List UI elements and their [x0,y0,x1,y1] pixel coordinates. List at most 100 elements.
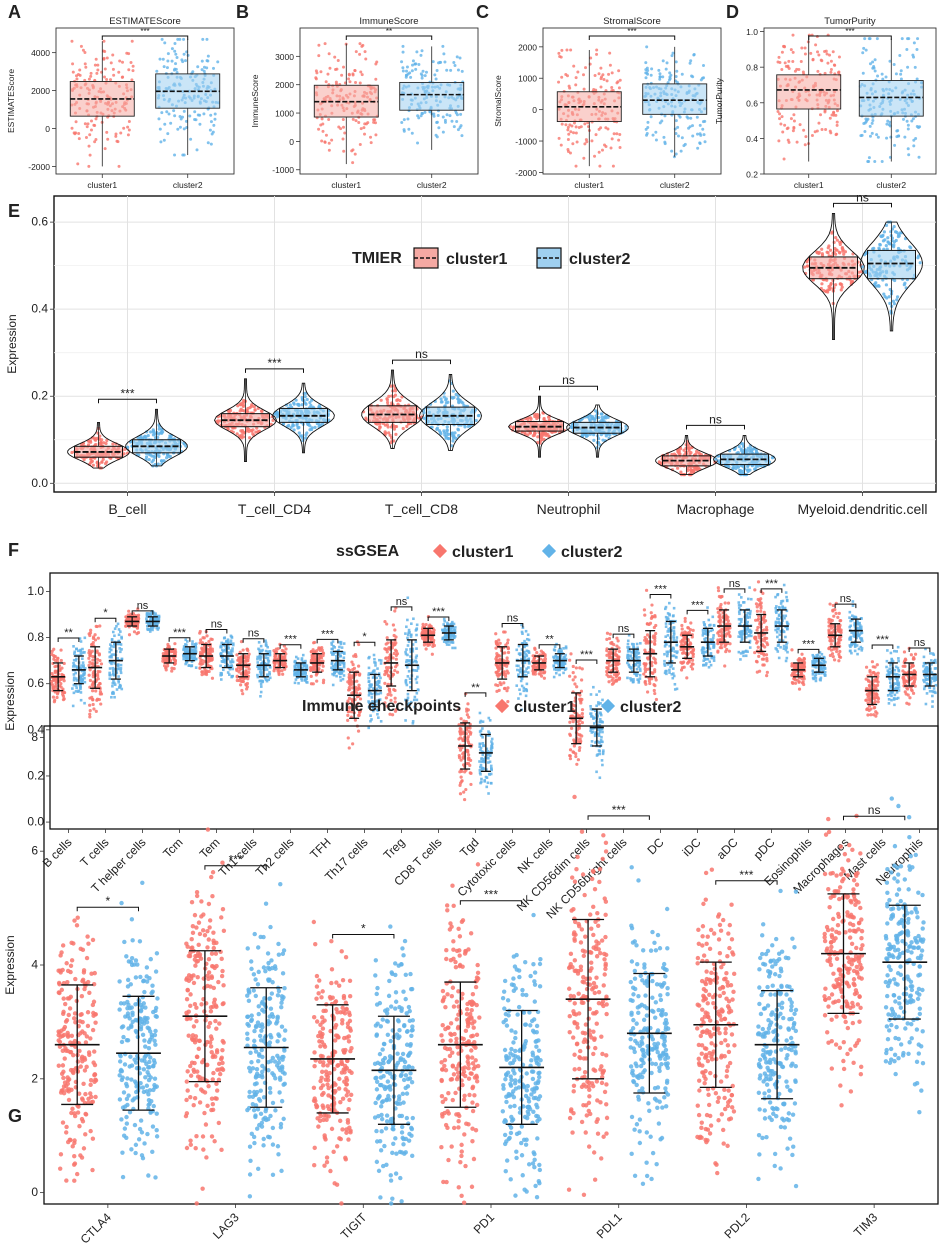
data-point [820,247,824,251]
data-point [342,125,346,129]
data-point [843,250,847,254]
data-point [292,402,296,406]
data-point [211,66,215,70]
data-point [148,627,151,631]
data-point [102,441,106,445]
data-point [567,84,571,88]
data-point [896,129,900,133]
data-point [193,118,197,122]
data-point [200,59,204,63]
data-point [103,67,107,71]
data-point [420,76,424,80]
data-point [193,655,196,659]
data-point [73,650,77,654]
data-point [833,283,838,287]
data-point [220,645,223,649]
data-point [209,120,213,124]
data-point [273,654,277,658]
data-point [130,39,134,43]
data-point [161,57,165,61]
x-tick-label: T_cell_CD4 [238,501,311,517]
data-point [898,54,902,58]
data-point [792,119,796,123]
box [399,81,465,111]
legend-key [432,543,448,559]
data-point [111,692,114,695]
data-point [779,122,783,126]
data-point [880,160,884,164]
data-point [342,149,346,153]
data-point [88,703,92,707]
significance-label: ** [386,27,392,36]
data-point [455,119,459,123]
data-point [410,131,414,135]
data-point [824,289,828,294]
data-point [265,668,269,671]
data-point [841,249,845,253]
data-point [302,399,306,403]
data-point [805,264,810,268]
data-point [75,74,79,78]
data-point [861,51,865,55]
data-point [591,416,595,420]
data-point [78,73,82,77]
data-point [87,663,91,667]
data-point [83,62,87,66]
significance-label: *** [321,628,335,640]
data-point [374,62,378,66]
data-point [435,69,439,73]
data-point [776,60,780,64]
data-point [108,650,111,654]
data-point [901,117,905,121]
data-point [309,403,313,408]
significance-label: ns [248,628,260,640]
data-point [165,649,169,653]
data-point [617,138,621,142]
data-point [825,250,829,254]
data-point [223,636,227,640]
data-point [835,132,839,136]
data-point [164,666,168,670]
data-point [348,80,352,84]
data-point [288,403,292,407]
data-point [96,672,100,676]
data-point [89,628,93,632]
data-point [456,427,460,431]
data-point [216,419,220,423]
data-point [566,125,570,129]
data-point [257,641,261,644]
data-point [838,240,842,244]
data-point [199,638,203,642]
data-point [900,37,904,41]
data-point [446,400,450,404]
panel-letter: A [8,2,21,22]
data-point [912,41,916,45]
data-point [54,680,58,684]
data-point [820,128,824,132]
x-tick-label: Myeloid.dendritic.cell [798,501,928,517]
significance-label: *** [627,27,636,36]
data-point [259,694,262,698]
data-point [437,61,441,65]
data-point [174,62,178,66]
data-point [445,68,449,72]
data-point [50,671,54,676]
data-point [697,451,701,455]
data-point [96,63,100,67]
x-tick-label: Tcm [160,835,185,860]
data-point [811,58,815,62]
data-point [354,50,358,54]
data-point [792,125,796,129]
data-point [814,43,818,47]
data-point [95,71,99,75]
data-point [87,632,91,636]
data-point [369,135,373,139]
data-point [353,653,358,657]
plot-frame [53,195,937,493]
data-point [675,69,679,73]
data-point [913,65,917,69]
data-point [56,656,60,661]
data-point [310,666,314,670]
data-point [259,673,263,677]
data-point [680,72,684,76]
